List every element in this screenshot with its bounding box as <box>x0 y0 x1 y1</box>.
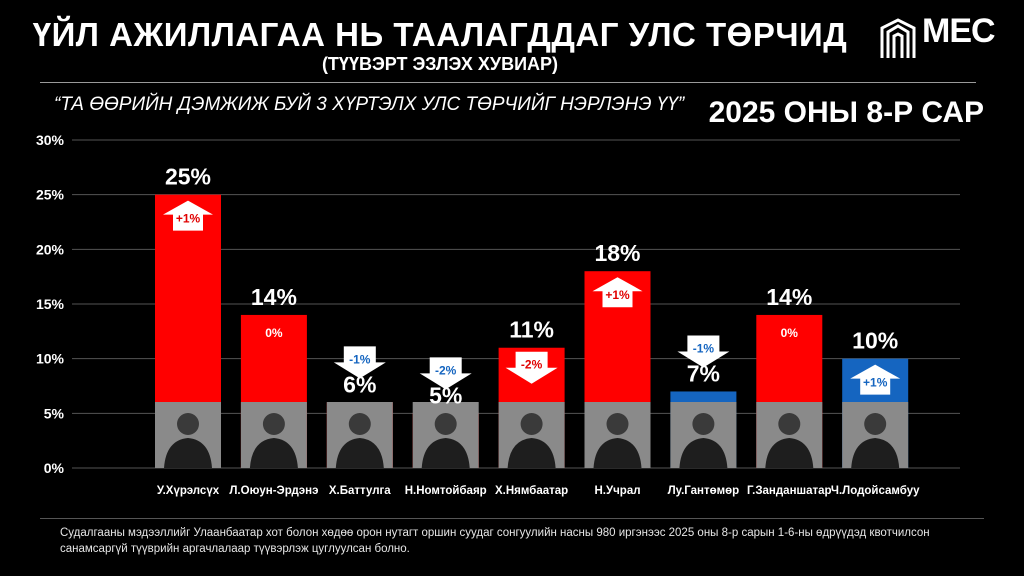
y-tick-label: 20% <box>36 241 65 257</box>
bar-group: 11% -2% Х.Нямбаатар <box>495 317 568 497</box>
x-tick-label: Г.Занданшатар <box>747 485 832 497</box>
bar-group: 14% 0% Л.Оюун-Эрдэнэ <box>229 284 318 497</box>
mec-logo-text: MEC <box>922 12 996 50</box>
x-tick-label: Х.Баттулга <box>329 485 391 497</box>
portrait-body <box>421 438 470 468</box>
page-title: ҮЙЛ АЖИЛЛАГАА НЬ ТААЛАГДДАГ УЛС ТӨРЧИД <box>32 16 848 53</box>
portrait-head <box>434 413 457 435</box>
portrait-head <box>177 413 199 435</box>
change-label: -1% <box>349 352 371 366</box>
bar-group: 6%-1%Х.Баттулга <box>326 346 393 497</box>
arrow-down-icon <box>333 346 386 379</box>
y-tick-label: 25% <box>36 187 65 203</box>
survey-period: 2025 ОНЫ 8-Р САР <box>708 96 984 129</box>
footer-divider <box>40 518 984 519</box>
y-tick-label: 10% <box>36 351 65 367</box>
portrait-head <box>864 413 887 435</box>
x-tick-label: Л.Оюун-Эрдэнэ <box>229 485 318 497</box>
change-label: +1% <box>863 376 888 390</box>
change-label: +1% <box>605 288 630 302</box>
change-label: -1% <box>693 341 715 355</box>
portrait-body <box>593 438 642 468</box>
data-label: 11% <box>509 317 554 343</box>
data-label: 18% <box>594 240 640 266</box>
x-tick-label: У.Хүрэлсүх <box>157 485 220 497</box>
y-tick-label: 30% <box>36 132 65 148</box>
bar-group: 18% +1% Н.Учрал <box>584 240 651 497</box>
y-tick-label: 0% <box>44 460 65 476</box>
bar-group: 25% +1% У.Хүрэлсүх <box>155 164 221 497</box>
arrow-down-icon <box>677 335 730 368</box>
x-tick-label: Х.Нямбаатар <box>495 485 568 497</box>
portrait-body <box>679 438 728 468</box>
data-label: 14% <box>251 284 297 310</box>
page-subtitle: (ТҮҮВЭРТ ЭЗЛЭХ ХУВИАР) <box>321 54 559 74</box>
portrait-head <box>606 413 629 435</box>
change-label: 0% <box>781 326 799 340</box>
portrait-head <box>778 413 801 435</box>
mec-logo-icon <box>880 18 916 58</box>
bar-group: 5%-2%Н.Номтойбаяр <box>405 357 487 497</box>
portrait-body <box>335 438 384 468</box>
x-tick-label: Н.Учрал <box>594 485 640 497</box>
bar-group: 7%-1%Лу.Гантөмөр <box>668 335 740 497</box>
header-divider <box>40 82 976 83</box>
data-label: 25% <box>165 164 211 190</box>
change-label: +1% <box>176 212 201 226</box>
data-label: 14% <box>766 284 812 310</box>
arrow-up-icon <box>592 277 643 308</box>
x-tick-label: Лу.Гантөмөр <box>668 485 740 497</box>
portrait-head <box>520 413 543 435</box>
change-label: -2% <box>435 363 457 377</box>
arrow-down-icon <box>419 357 472 390</box>
portrait-head <box>348 413 371 435</box>
portrait-head <box>262 413 285 435</box>
change-label: -2% <box>521 358 543 372</box>
portrait-body <box>249 438 298 468</box>
arrow-down-icon <box>505 351 558 384</box>
y-tick-label: 5% <box>44 405 65 421</box>
portrait-body <box>164 438 212 468</box>
footer-note: Судалгааны мэдээллийг Улаанбаатар хот бо… <box>60 527 930 555</box>
portrait-head <box>692 413 715 435</box>
data-label: 10% <box>852 328 898 354</box>
arrow-up-icon <box>163 200 213 231</box>
x-tick-label: Н.Номтойбаяр <box>405 485 487 497</box>
change-label: 0% <box>265 326 283 340</box>
survey-question: “ТА ӨӨРИЙН ДЭМЖИЖ БУЙ 3 ХҮРТЭЛХ УЛС ТӨРЧ… <box>54 94 685 115</box>
portrait-body <box>507 438 556 468</box>
arrow-up-icon <box>850 364 901 395</box>
bar-group: 14% 0% Г.Занданшатар <box>747 284 832 497</box>
x-tick-label: Ч.Лодойсамбуу <box>831 485 920 497</box>
bar-group: 10% +1% Ч.Лодойсамбуу <box>831 328 920 497</box>
portrait-body <box>765 438 814 468</box>
y-tick-label: 15% <box>36 296 65 312</box>
portrait-body <box>851 438 900 468</box>
